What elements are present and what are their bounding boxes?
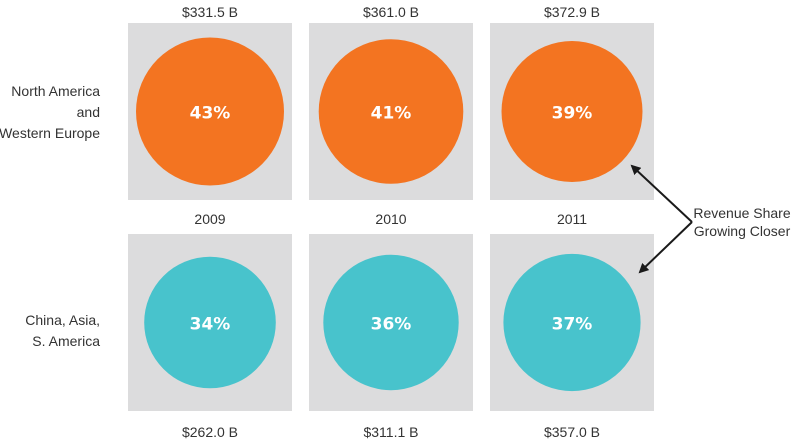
share-label: 41% <box>371 104 412 124</box>
annotation-text: Growing Closer <box>694 223 791 239</box>
revenue-label: $311.1 B <box>363 424 418 440</box>
share-bubble <box>323 254 459 391</box>
annotation-arrow-up <box>630 164 693 223</box>
annotation-text: Revenue Share <box>693 205 791 221</box>
share-bubble <box>503 253 641 392</box>
share-label: 43% <box>190 104 231 124</box>
share-bubble <box>136 37 284 186</box>
year-label: 2009 <box>194 211 225 227</box>
share-label: 39% <box>552 104 593 124</box>
revenue-label: $262.0 B <box>182 424 238 440</box>
row-label: and <box>77 104 100 120</box>
share-bubble <box>318 39 464 184</box>
year-label: 2010 <box>375 211 406 227</box>
row-label: S. America <box>32 333 100 349</box>
revenue-label: $331.5 B <box>182 4 238 20</box>
share-bubble <box>501 41 643 182</box>
share-label: 34% <box>190 315 231 335</box>
revenue-label: $361.0 B <box>363 4 419 20</box>
share-bubble <box>144 256 276 389</box>
revenue-label: $372.9 B <box>544 4 600 20</box>
year-label: 2011 <box>557 211 587 227</box>
revenue-label: $357.0 B <box>544 424 600 440</box>
row-label: China, Asia, <box>25 312 100 328</box>
row-label: North America <box>11 83 100 99</box>
share-label: 36% <box>371 315 412 335</box>
row-label: Western Europe <box>0 125 100 141</box>
annotation-arrow-down <box>638 221 693 274</box>
share-label: 37% <box>552 315 593 335</box>
